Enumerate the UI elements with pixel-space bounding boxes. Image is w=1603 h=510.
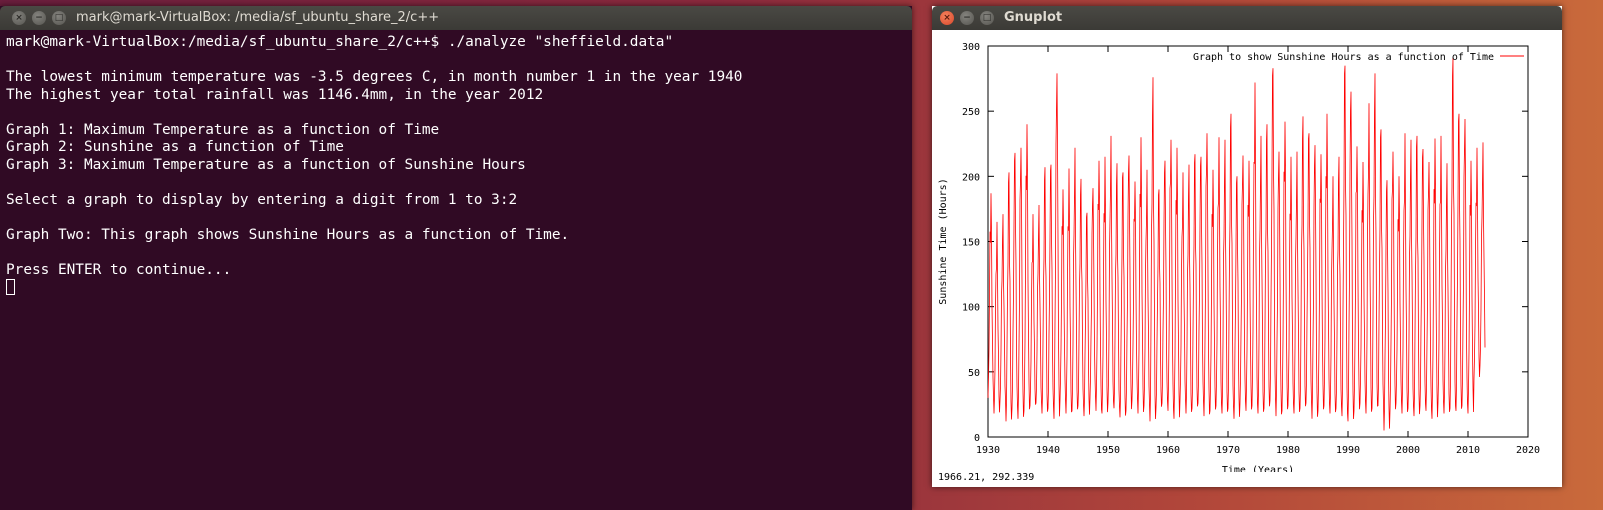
x-tick-label: 1950 — [1096, 445, 1120, 456]
y-tick-label: 0 — [974, 433, 980, 444]
terminal-line: Press ENTER to continue... — [6, 261, 232, 278]
gnuplot-window[interactable]: × − □ Gnuplot 1930 1940 1950 1960 1970 1980 19… — [932, 6, 1562, 487]
terminal-line — [6, 174, 906, 192]
x-tick-label: 1990 — [1336, 445, 1360, 456]
x-tick-label: 1930 — [976, 445, 1000, 456]
series-line-sunshine — [987, 57, 1486, 431]
y-tick-label: 50 — [968, 368, 980, 379]
terminal-line: Graph 2: Sunshine as a function of Time — [6, 139, 344, 155]
terminal-line — [6, 244, 906, 262]
y-tick-label: 300 — [962, 42, 980, 53]
terminal-line — [6, 209, 906, 227]
x-tick-label: 2020 — [1516, 445, 1540, 456]
x-axis-label: Time (Years) — [1222, 465, 1294, 472]
x-tick-label: 2010 — [1456, 445, 1480, 456]
gnuplot-titlebar[interactable]: × − □ Gnuplot — [932, 6, 1562, 30]
maximize-icon[interactable]: □ — [980, 11, 994, 25]
x-tick-label: 1940 — [1036, 445, 1060, 456]
terminal-line: Graph 1: Maximum Temperature as a functi… — [6, 121, 440, 138]
coordinate-readout: 1966.21, 292.339 — [938, 472, 1035, 483]
terminal-window[interactable]: × − □ mark@mark-VirtualBox: /media/sf_ub… — [0, 6, 912, 510]
x-tick-label: 1980 — [1276, 445, 1300, 456]
close-icon[interactable]: × — [940, 11, 954, 25]
terminal-titlebar[interactable]: × − □ mark@mark-VirtualBox: /media/sf_ub… — [0, 6, 912, 30]
terminal-line: The highest year total rainfall was 1146… — [6, 86, 544, 103]
x-tick-label: 1960 — [1156, 445, 1180, 456]
text-cursor — [6, 279, 15, 295]
y-tick-label: 250 — [962, 107, 980, 118]
x-tick-label: 1970 — [1216, 445, 1240, 456]
x-tick-label: 2000 — [1396, 445, 1420, 456]
y-axis-label: Sunshine Time (Hours) — [938, 178, 949, 304]
terminal-title: mark@mark-VirtualBox: /media/sf_ubuntu_s… — [76, 10, 440, 25]
y-tick-label: 200 — [962, 172, 980, 183]
legend-label: Graph to show Sunshine Hours as a functi… — [1193, 52, 1494, 63]
terminal-line — [6, 104, 906, 122]
terminal-line: Select a graph to display by entering a … — [6, 191, 518, 208]
terminal-line — [6, 52, 906, 70]
minimize-icon[interactable]: − — [960, 11, 974, 25]
plot-series — [987, 57, 1486, 431]
terminal-line: Graph Two: This graph shows Sunshine Hou… — [6, 226, 570, 243]
y-tick-label: 100 — [962, 303, 980, 314]
gnuplot-title: Gnuplot — [1004, 10, 1063, 25]
terminal-line: The lowest minimum temperature was -3.5 … — [6, 69, 743, 85]
plot-axes: 1930 1940 1950 1960 1970 1980 1990 2000 2010 2020… — [938, 42, 1540, 472]
minimize-icon[interactable]: − — [32, 11, 46, 25]
maximize-icon[interactable]: □ — [52, 11, 66, 25]
terminal-line: Graph 3: Maximum Temperature as a functi… — [6, 156, 526, 173]
terminal-output[interactable]: mark@mark-VirtualBox:/media/sf_ubuntu_sh… — [6, 34, 906, 295]
sunshine-plot[interactable]: 1930 1940 1950 1960 1970 1980 1990 2000 2010 2020… — [932, 30, 1562, 472]
close-icon[interactable]: × — [12, 11, 26, 25]
terminal-line: mark@mark-VirtualBox:/media/sf_ubuntu_sh… — [6, 34, 674, 50]
plot-legend: Graph to show Sunshine Hours as a functi… — [1193, 52, 1524, 63]
plot-border — [987, 45, 1529, 438]
y-tick-label: 150 — [962, 238, 980, 249]
